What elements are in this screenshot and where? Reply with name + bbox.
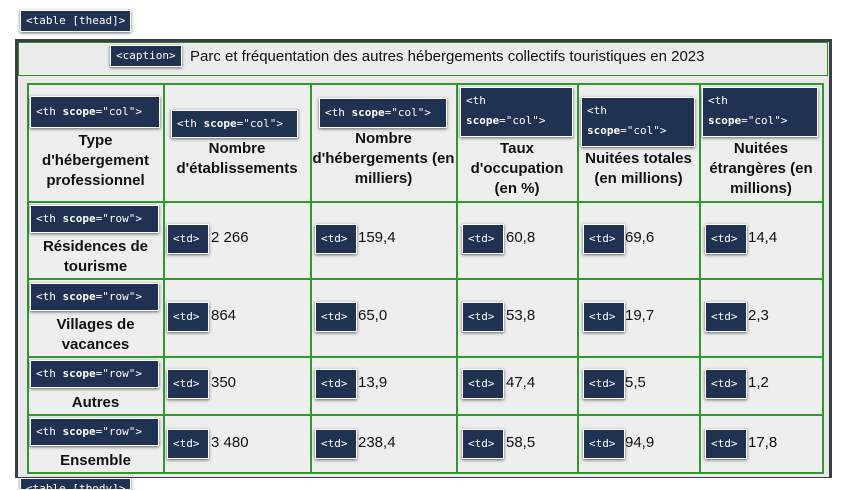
th-col-tag: <th scope="col"> xyxy=(460,87,573,137)
th-col-tag: <th scope="col"> xyxy=(30,96,160,128)
bottom-strip xyxy=(15,478,832,490)
column-header: Nombre d'hébergements (en milliers) xyxy=(312,130,455,187)
cell-value: 13,9 xyxy=(358,374,388,391)
th-col-tag: <th scope="col"> xyxy=(702,87,818,137)
cell-value: 350 xyxy=(211,374,237,391)
td-tag: <td> xyxy=(462,429,504,459)
row-header: Villages de vacances xyxy=(56,316,135,353)
th-row-tag: <th scope="row"> xyxy=(30,205,159,233)
td-tag: <td> xyxy=(705,302,747,332)
td-tag: <td> xyxy=(583,429,625,459)
td-tag: <td> xyxy=(462,224,504,254)
column-header: Nombre d'établissements xyxy=(176,140,298,177)
cell-value: 864 xyxy=(211,307,237,324)
td-tag: <td> xyxy=(315,302,357,332)
table-tbody-tag: <table [tbody]> xyxy=(20,478,132,490)
cell-value: 2,3 xyxy=(748,307,769,324)
td-tag: <td> xyxy=(705,429,747,459)
cell-value: 17,8 xyxy=(748,434,778,451)
th-row-tag: <th scope="row"> xyxy=(30,418,159,446)
th-col-tag: <th scope="col"> xyxy=(319,98,447,128)
row-header: Ensemble xyxy=(60,452,131,469)
td-tag: <td> xyxy=(583,224,625,254)
cell-value: 53,8 xyxy=(506,307,536,324)
cell-value: 65,0 xyxy=(358,307,388,324)
th-row-tag: <th scope="row"> xyxy=(30,283,159,311)
column-header: Taux d'occupation (en %) xyxy=(470,140,564,197)
td-tag: <td> xyxy=(705,369,747,399)
td-tag: <td> xyxy=(315,369,357,399)
td-tag: <td> xyxy=(583,302,625,332)
cell-value: 69,6 xyxy=(625,229,655,246)
cell-value: 47,4 xyxy=(506,374,536,391)
cell-value: 60,8 xyxy=(506,229,536,246)
table-caption: Parc et fréquentation des autres héberge… xyxy=(190,48,705,65)
th-col-tag: <th scope="col"> xyxy=(581,97,695,147)
th-col-tag: <th scope="col"> xyxy=(171,110,298,138)
th-row-tag: <th scope="row"> xyxy=(30,360,159,388)
caption-tag: <caption> xyxy=(110,45,182,67)
cell-value: 159,4 xyxy=(358,229,396,246)
cell-value: 238,4 xyxy=(358,434,396,451)
td-tag: <td> xyxy=(167,224,209,254)
td-tag: <td> xyxy=(167,302,209,332)
table-thead-tag: <table [thead]> xyxy=(20,10,132,32)
cell-value: 19,7 xyxy=(625,307,655,324)
cell-value: 5,5 xyxy=(625,374,646,391)
column-header: Nuitées étrangères (en millions) xyxy=(709,140,813,197)
cell-value: 58,5 xyxy=(506,434,536,451)
cell-value: 1,2 xyxy=(748,374,769,391)
cell-value: 14,4 xyxy=(748,229,778,246)
td-tag: <td> xyxy=(583,369,625,399)
td-tag: <td> xyxy=(315,429,357,459)
td-tag: <td> xyxy=(462,369,504,399)
column-header: Type d'hébergement professionnel xyxy=(42,132,149,189)
td-tag: <td> xyxy=(315,224,357,254)
cell-value: 2 266 xyxy=(211,229,249,246)
td-tag: <td> xyxy=(167,429,209,459)
column-header: Nuitées totales (en millions) xyxy=(585,150,692,187)
td-tag: <td> xyxy=(705,224,747,254)
row-header: Résidences de tourisme xyxy=(42,238,149,275)
td-tag: <td> xyxy=(462,302,504,332)
cell-value: 3 480 xyxy=(211,434,249,451)
cell-value: 94,9 xyxy=(625,434,655,451)
row-header: Autres xyxy=(71,394,120,411)
td-tag: <td> xyxy=(167,369,209,399)
